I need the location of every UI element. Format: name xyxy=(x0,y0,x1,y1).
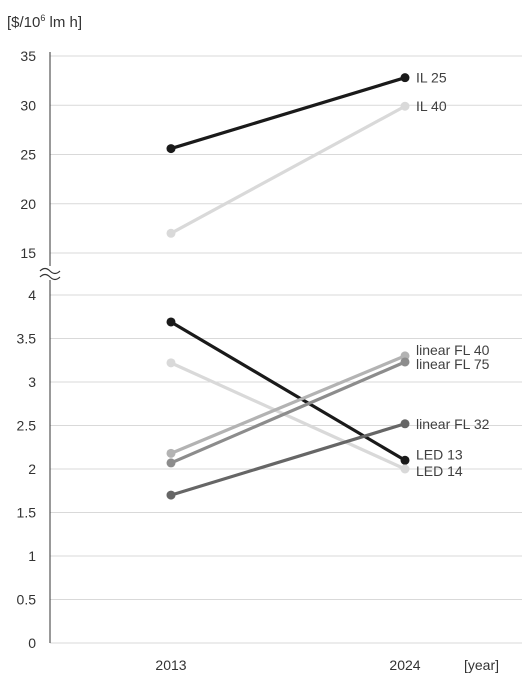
axis-break-mark xyxy=(39,267,61,275)
gridlines xyxy=(50,55,522,644)
series-label: linear FL 40 xyxy=(416,342,490,358)
y-tick-label: 0.5 xyxy=(17,592,37,608)
tick-labels: 15 20 25 30 35 0 0.5 1 1.5 2 2.5 3 3.5 4 2013 2024 xyxy=(17,48,421,673)
series-line xyxy=(169,361,407,471)
y-tick-label: 2 xyxy=(28,461,36,477)
axis-break-mark xyxy=(39,273,61,281)
series-label: IL 25 xyxy=(416,70,447,86)
data-point xyxy=(166,458,176,468)
data-point xyxy=(400,455,410,465)
x-axis-unit-label: [year] xyxy=(464,657,499,673)
y-axis-label-prefix: [$/10 xyxy=(7,14,40,31)
y-tick-label: 1.5 xyxy=(17,505,37,521)
data-point xyxy=(400,73,410,83)
data-point xyxy=(166,228,176,238)
y-tick-label: 15 xyxy=(20,245,36,261)
x-tick-label: 2013 xyxy=(155,657,186,673)
data-point xyxy=(166,448,176,458)
data-point xyxy=(400,419,410,429)
series-line xyxy=(169,104,407,235)
series-label: IL 40 xyxy=(416,98,447,114)
data-point xyxy=(166,144,176,154)
y-axis-label: [$/106 lm h] xyxy=(7,13,82,31)
x-tick-label: 2024 xyxy=(389,657,420,673)
y-tick-label: 2.5 xyxy=(17,418,37,434)
data-point xyxy=(400,101,410,111)
y-tick-label: 35 xyxy=(20,48,36,64)
series-label: LED 14 xyxy=(416,463,463,479)
y-axis-label-suffix: lm h] xyxy=(45,14,82,31)
y-tick-label: 1 xyxy=(28,548,36,564)
series xyxy=(166,73,410,500)
y-tick-label: 0 xyxy=(28,635,36,651)
series-line xyxy=(169,422,407,497)
y-tick-label: 25 xyxy=(20,147,36,163)
series-label: LED 13 xyxy=(416,446,463,462)
y-axis-label-exponent: 6 xyxy=(40,13,45,23)
data-point xyxy=(400,357,410,367)
series-line xyxy=(169,76,407,151)
series-label: linear FL 75 xyxy=(416,356,490,372)
y-tick-label: 4 xyxy=(28,287,36,303)
axes xyxy=(38,52,62,643)
data-point xyxy=(166,490,176,500)
data-point xyxy=(400,464,410,474)
series-label: linear FL 32 xyxy=(416,416,490,432)
data-point xyxy=(166,358,176,368)
axis-break-mask xyxy=(38,266,62,280)
data-point xyxy=(166,317,176,327)
y-tick-label: 30 xyxy=(20,97,36,113)
y-tick-label: 3.5 xyxy=(17,331,37,347)
series-line xyxy=(169,360,407,465)
y-tick-label: 3 xyxy=(28,374,36,390)
y-tick-label: 20 xyxy=(20,196,36,212)
series-line xyxy=(169,354,407,455)
